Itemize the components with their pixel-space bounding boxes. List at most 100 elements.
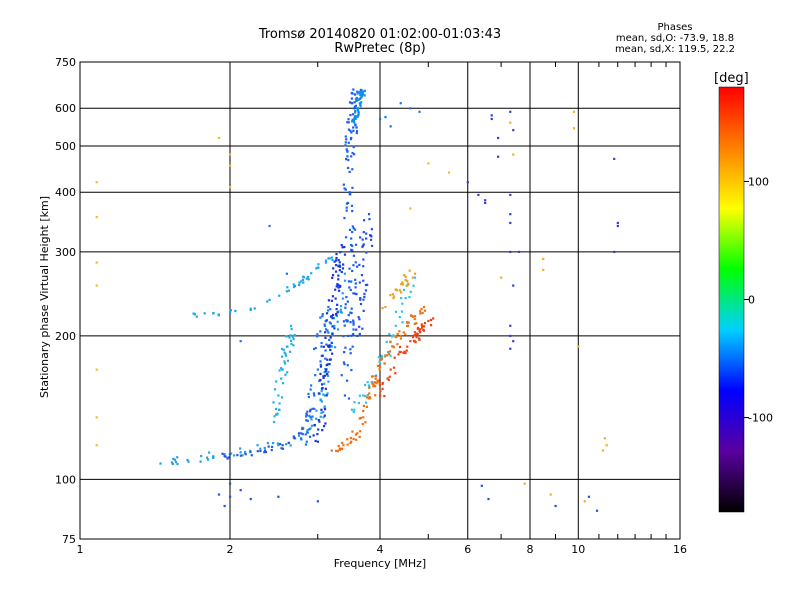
echo-point	[321, 313, 324, 316]
echo-point	[350, 440, 353, 443]
echo-point	[363, 94, 366, 97]
x-axis-label: Frequency [MHz]	[333, 557, 427, 570]
echo-point	[379, 366, 382, 369]
echo-point	[95, 416, 98, 419]
echo-point	[329, 348, 332, 352]
echo-point	[369, 397, 372, 400]
echo-point	[306, 410, 309, 413]
echo-point	[338, 261, 341, 264]
echo-point	[517, 250, 521, 254]
echo-point	[417, 326, 420, 329]
echo-point	[346, 364, 349, 367]
echo-point	[572, 127, 576, 130]
echo-point	[358, 102, 361, 105]
echo-point	[509, 121, 512, 124]
echo-point	[310, 384, 313, 387]
echo-point	[370, 375, 374, 378]
echo-point	[345, 379, 349, 382]
echo-point	[324, 259, 328, 262]
echo-point	[413, 331, 416, 334]
echo-point	[306, 428, 309, 432]
echo-point	[281, 447, 285, 450]
echo-point	[396, 289, 399, 292]
echo-point	[342, 183, 345, 186]
echo-point	[419, 312, 422, 315]
echo-point	[313, 407, 316, 410]
echo-point	[393, 356, 396, 359]
echo-point	[429, 318, 433, 322]
echo-point	[335, 252, 338, 256]
echo-point	[396, 343, 399, 346]
echo-point	[228, 453, 232, 456]
echo-point	[272, 420, 276, 424]
echo-point	[239, 489, 242, 492]
y-tick-label: 100	[55, 473, 76, 486]
echo-point	[338, 264, 341, 267]
echo-point	[336, 320, 339, 323]
echo-point	[319, 360, 322, 363]
echo-point	[549, 493, 552, 496]
echo-point	[286, 371, 289, 374]
echo-point	[320, 341, 323, 345]
echo-point	[357, 316, 360, 319]
echo-point	[387, 378, 390, 381]
echo-point	[241, 454, 244, 457]
echo-point	[172, 457, 175, 460]
echo-point	[270, 448, 273, 452]
echo-point	[423, 309, 427, 312]
echo-point	[400, 283, 403, 286]
echo-point	[330, 299, 333, 302]
echo-point	[302, 275, 305, 278]
echo-point	[496, 136, 500, 140]
echo-point	[347, 280, 351, 283]
echo-point	[360, 95, 363, 99]
echo-point	[542, 268, 545, 272]
echo-point	[385, 340, 388, 344]
echo-point	[403, 350, 406, 353]
echo-point	[343, 324, 346, 327]
echo-point	[349, 138, 353, 141]
echo-point	[212, 311, 215, 315]
echo-point	[348, 228, 352, 232]
echo-point	[381, 307, 384, 310]
echo-point	[263, 451, 266, 454]
echo-point	[266, 442, 270, 445]
echo-point	[280, 367, 283, 370]
echo-point	[332, 317, 336, 320]
echo-point	[286, 359, 290, 362]
echo-point	[362, 243, 365, 246]
echo-point	[386, 354, 389, 357]
echo-point	[325, 363, 329, 366]
echo-point	[229, 186, 232, 189]
echo-point	[203, 312, 206, 315]
echo-point	[399, 334, 402, 338]
echo-point	[349, 436, 352, 440]
echo-point	[286, 345, 289, 348]
colorbar-label: [deg]	[714, 71, 749, 86]
echo-point	[350, 101, 353, 105]
echo-point	[484, 201, 487, 205]
echo-point	[323, 408, 327, 411]
echo-point	[331, 258, 334, 262]
echo-point	[313, 423, 316, 427]
echo-point	[404, 275, 407, 278]
echo-point	[326, 358, 329, 361]
echo-point	[275, 413, 278, 416]
echo-point	[370, 235, 373, 238]
echo-point	[349, 348, 352, 351]
echo-point	[347, 128, 350, 131]
echo-point	[405, 284, 408, 287]
echo-point	[350, 155, 353, 158]
echo-point	[357, 113, 360, 116]
y-tick-label: 500	[55, 140, 76, 153]
echo-point	[401, 281, 404, 284]
echo-point	[335, 308, 338, 311]
echo-point	[217, 136, 221, 140]
echo-point	[324, 370, 327, 373]
echo-point	[256, 444, 259, 447]
x-tick-label: 6	[464, 543, 471, 556]
echo-point	[329, 336, 332, 339]
echo-point	[421, 311, 424, 315]
echo-point	[394, 288, 398, 291]
echo-point	[284, 354, 288, 357]
